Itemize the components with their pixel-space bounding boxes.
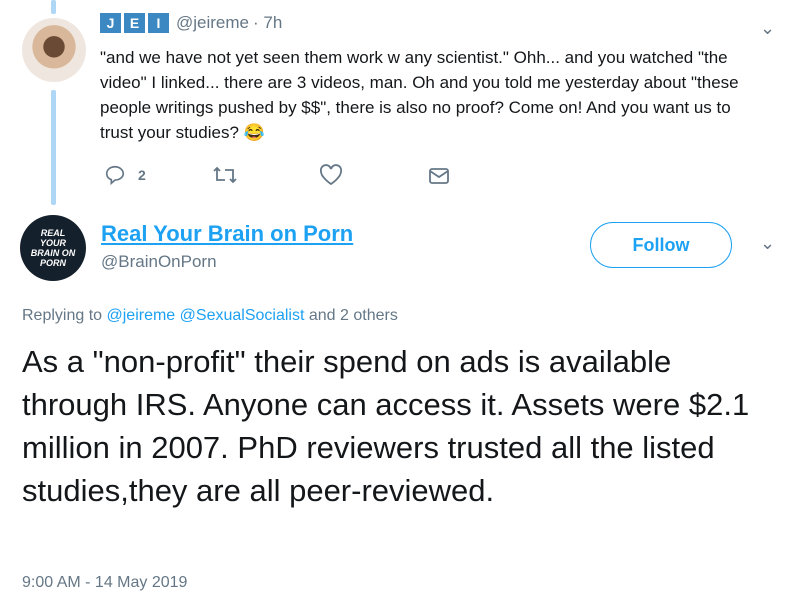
name-badge[interactable]: E (124, 13, 145, 33)
mention-link[interactable]: @jeireme (106, 307, 176, 324)
chevron-down-icon[interactable]: ⌄ (760, 233, 776, 253)
like-button[interactable] (319, 164, 343, 186)
chevron-down-icon[interactable]: ⌄ (760, 18, 776, 38)
others-link[interactable]: and 2 others (308, 307, 398, 324)
avatar-logo-text: REAL YOUR BRAIN ON PORN (30, 228, 76, 268)
time[interactable]: · 7h (253, 13, 283, 32)
handle[interactable]: @BrainOnPorn (101, 252, 217, 271)
reply-count: 2 (138, 167, 146, 183)
tweet1-header: J E I @jeireme · 7h (100, 13, 282, 33)
name-badge[interactable]: J (100, 13, 121, 33)
retweet-button[interactable] (212, 164, 238, 186)
name-badge[interactable]: I (148, 13, 169, 33)
mention-link[interactable]: @SexualSocialist (179, 307, 305, 324)
thread-line (51, 90, 56, 205)
tweet-text: As a "non-profit" their spend on ads is … (22, 344, 750, 508)
display-name[interactable]: Real Your Brain on Porn (101, 221, 354, 246)
tweet-text: "and we have not yet seen them work w an… (100, 48, 739, 142)
replying-to: Replying to @jeireme @SexualSocialist an… (22, 307, 398, 325)
thread-line (51, 0, 56, 14)
timestamp[interactable]: 9:00 AM - 14 May 2019 (22, 574, 188, 591)
mail-icon (429, 168, 449, 184)
reply-icon (105, 165, 125, 186)
avatar[interactable]: REAL YOUR BRAIN ON PORN (20, 215, 86, 281)
replying-prefix: Replying to (22, 307, 103, 324)
handle[interactable]: @jeireme (176, 13, 249, 32)
retweet-icon (213, 166, 237, 184)
avatar[interactable] (22, 18, 86, 82)
follow-button[interactable]: Follow (590, 222, 732, 268)
heart-icon (319, 164, 343, 186)
reply-button[interactable]: 2 (104, 164, 146, 186)
dm-button[interactable] (428, 164, 450, 186)
